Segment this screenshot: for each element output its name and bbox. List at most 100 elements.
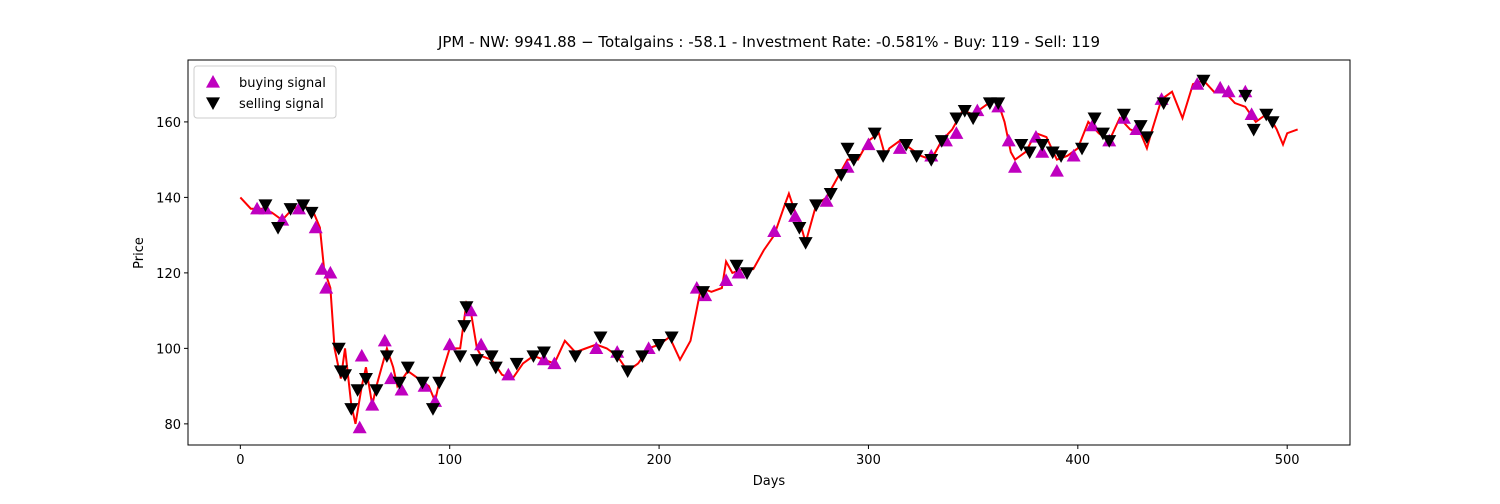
buy-marker: [731, 265, 746, 279]
sell-marker: [425, 403, 440, 416]
sell-marker: [453, 350, 468, 363]
sell-marker: [459, 301, 474, 314]
sell-marker: [331, 342, 346, 356]
sell-marker: [358, 372, 373, 386]
sell-marker: [1102, 135, 1117, 148]
sell-marker: [344, 403, 359, 416]
sell-marker: [304, 206, 319, 220]
buy-marker: [767, 224, 782, 237]
sell-marker: [488, 361, 503, 375]
buy-marker: [1085, 118, 1100, 132]
sell-marker: [415, 376, 430, 390]
buy-marker: [1190, 77, 1205, 90]
buy-marker: [819, 194, 834, 207]
x-tick-label: 200: [647, 453, 672, 468]
sell-marker: [568, 350, 583, 363]
buy-marker: [377, 333, 392, 347]
x-tick-label: 100: [437, 453, 462, 468]
sell-marker: [846, 154, 861, 167]
buy-marker: [1049, 163, 1064, 177]
sell-marker: [798, 237, 813, 250]
sell-marker: [740, 267, 755, 280]
legend-marker: [206, 75, 220, 88]
sell-marker: [610, 350, 625, 363]
sell-marker: [1035, 138, 1050, 152]
sell-marker: [792, 221, 807, 235]
sell-marker: [536, 346, 551, 360]
y-axis-label: Price: [132, 237, 147, 269]
sell-marker: [1156, 97, 1171, 111]
sell-marker: [1196, 74, 1211, 88]
x-tick-label: 0: [236, 453, 244, 468]
sell-marker: [400, 361, 415, 375]
sell-marker: [469, 354, 484, 367]
buy-marker: [394, 382, 409, 396]
sell-marker: [876, 150, 891, 163]
buy-marker: [788, 209, 803, 222]
sell-marker: [369, 384, 384, 397]
legend-label: selling signal: [239, 97, 324, 112]
sell-marker: [991, 97, 1006, 111]
buy-marker: [589, 341, 604, 354]
sell-marker: [338, 369, 353, 382]
sell-marker: [1133, 120, 1148, 133]
sell-marker: [957, 104, 972, 118]
legend-box: [193, 65, 337, 119]
legend-marker: [206, 97, 220, 110]
sell-marker: [909, 150, 924, 163]
buy-marker: [1008, 160, 1023, 173]
buy-marker: [384, 371, 399, 385]
sell-marker: [867, 127, 882, 141]
sell-marker: [509, 357, 524, 371]
sell-marker: [1087, 112, 1102, 126]
sell-marker: [1022, 146, 1037, 160]
sell-marker: [652, 338, 667, 352]
plot-area: [239, 74, 1298, 434]
sell-marker: [379, 350, 394, 363]
sell-marker: [899, 138, 914, 152]
sell-marker: [840, 142, 855, 156]
chart-title: JPM - NW: 9941.88 − Totalgains : -58.1 -…: [437, 33, 1100, 51]
sell-marker: [664, 331, 679, 345]
buy-marker: [1244, 107, 1259, 120]
x-tick-label: 300: [856, 453, 881, 468]
sell-marker: [432, 376, 447, 390]
buy-marker: [291, 201, 306, 215]
sell-marker: [783, 203, 798, 216]
sell-marker: [1075, 142, 1090, 156]
buy-marker: [1213, 80, 1228, 94]
buy-marker: [1221, 84, 1236, 98]
sell-marker: [1116, 108, 1131, 122]
y-tick-label: 120: [156, 267, 181, 282]
buy-marker: [319, 280, 334, 294]
sell-marker: [258, 199, 273, 212]
buy-marker: [308, 220, 323, 234]
sell-marker: [1246, 123, 1261, 137]
buy-marker: [1001, 133, 1016, 147]
sell-marker: [283, 203, 298, 216]
sell-marker: [635, 350, 650, 363]
sell-marker: [1238, 89, 1253, 103]
buy-marker: [501, 367, 516, 381]
sell-marker: [350, 384, 365, 397]
buy-marker: [323, 265, 338, 279]
y-tick-label: 100: [156, 342, 181, 357]
sell-marker: [620, 365, 635, 379]
sell-marker: [526, 350, 541, 363]
y-tick-label: 140: [156, 191, 181, 206]
buy-marker: [1066, 148, 1081, 162]
sell-marker: [457, 320, 472, 333]
sell-marker: [966, 112, 981, 126]
sell-marker: [809, 199, 824, 212]
sell-marker: [823, 188, 838, 201]
buy-marker: [892, 141, 907, 154]
sell-marker: [271, 221, 286, 235]
sell-marker: [1259, 108, 1274, 122]
legend-label: buying signal: [239, 76, 326, 91]
x-tick-label: 500: [1275, 453, 1300, 468]
y-tick-label: 160: [156, 116, 181, 131]
x-tick-label: 400: [1065, 453, 1090, 468]
buy-marker: [365, 397, 380, 411]
